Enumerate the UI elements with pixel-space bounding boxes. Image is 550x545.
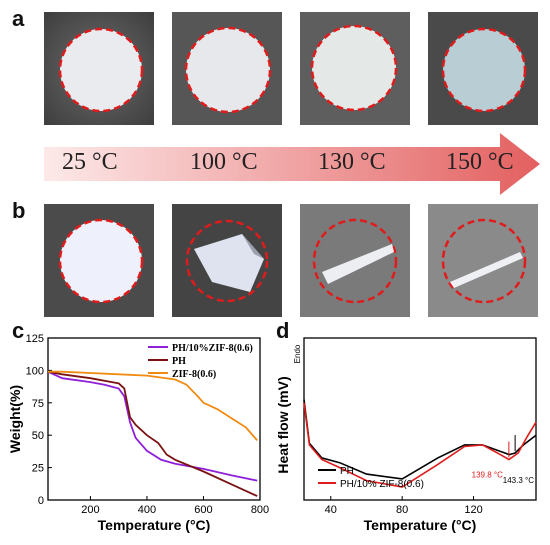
x-tick-label: 80 [396,504,408,516]
x-tick-label: 600 [194,504,212,516]
y-tick-label: 25 [32,463,44,475]
membrane-photo-b1 [44,204,154,317]
x-tick-label: 200 [81,504,99,516]
membrane-photo-b2 [172,204,282,317]
legend-label: PH/10% ZIF-8(0.6) [340,479,424,490]
panel-label-b: b [12,198,26,223]
x-tick-label: 120 [464,504,482,516]
series-line [303,402,537,488]
series-line [47,370,258,497]
x-axis-title: Temperature (°C) [364,517,477,533]
legend-label: PH/10%ZIF-8(0.6) [172,343,253,354]
membrane-photo-b4 [428,204,538,317]
legend-label: PH [172,356,186,367]
y-tick-label: 0 [38,495,44,507]
temperature-arrow [44,133,540,195]
x-axis-title: Temperature (°C) [98,517,211,533]
tga-chart: 0 25 50 75 100 125 200 400 600 800 Temperature (°C… [10,333,269,533]
membrane-photo-b3 [300,204,410,317]
panel-label-c: c [12,318,25,343]
legend-label: ZIF-8(0.6) [172,369,216,380]
y-tick-label: 100 [26,365,44,377]
y-axis-title: Heat flow (mV) [278,376,291,473]
panel-label-a: a [12,6,25,31]
temp-label-100: 100 °C [190,149,258,175]
membrane-photo-130c [300,12,410,125]
membrane-photo-100c [172,12,282,125]
x-tick-label: 40 [325,504,337,516]
series-line [47,370,258,482]
series-line [48,370,258,441]
y-tick-label: 75 [32,398,44,410]
annotation-red: 139.8 °C [472,471,503,480]
y-axis-title: Weight(%) [10,385,23,453]
annotation-black: 143.3 °C [503,476,534,485]
temp-label-130: 130 °C [318,149,386,175]
endo-label: Endo [293,344,302,363]
x-tick-label: 800 [251,504,269,516]
y-tick-label: 125 [26,333,44,345]
x-tick-label: 400 [138,504,156,516]
y-tick-label: 50 [32,430,44,442]
plot-frame [303,337,537,501]
membrane-photo-25c [44,12,154,125]
plot-frame [47,337,261,501]
legend-label: PH [340,466,354,477]
panel-label-d: d [276,318,290,343]
series-line [303,399,537,480]
temp-label-150: 150 °C [446,149,514,175]
membrane-photo-150c [428,12,538,125]
temp-label-25: 25 °C [62,149,118,175]
